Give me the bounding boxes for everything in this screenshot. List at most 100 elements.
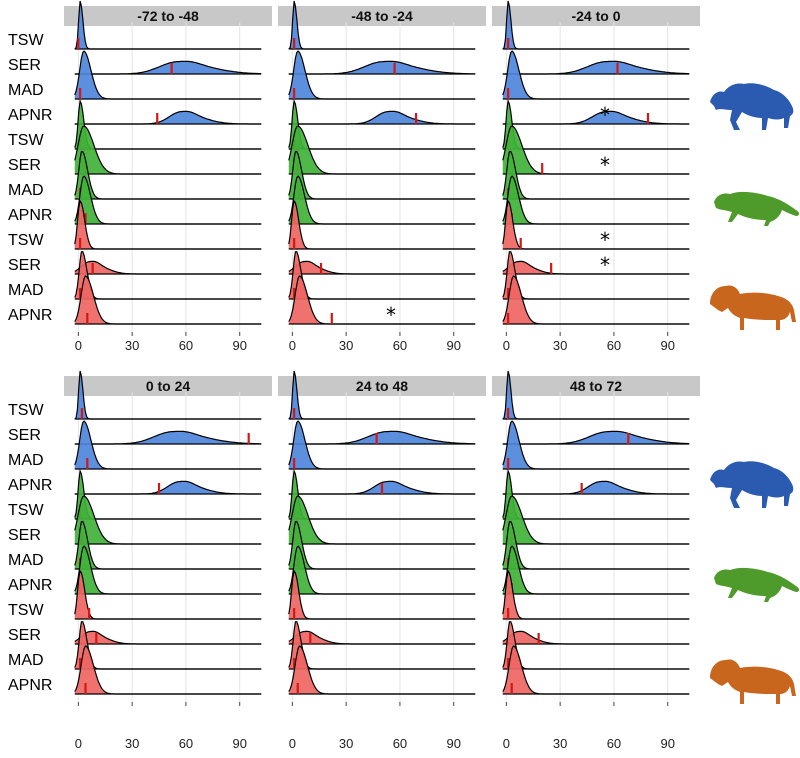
ridge-lion-apnr: * [288,275,476,327]
density-area [288,201,476,249]
density-area [288,276,476,324]
density-curve [74,621,262,670]
ridge-cheetah-ser [74,125,262,175]
ridge-lion-ser [288,260,476,275]
density-curve [502,275,690,325]
x-tick-label: 30 [125,338,139,353]
hyena-silhouette-icon [710,461,794,508]
density-curve [74,520,262,570]
density-area [502,251,690,299]
density-curve [288,175,476,225]
x-tick-label: 90 [446,338,460,353]
density-curve [288,630,476,645]
ridge-cheetah-apnr [74,545,262,595]
density-curve [502,110,690,125]
ridge-lion-mad [74,251,262,300]
density-area [288,176,476,224]
density-area [288,431,476,444]
density-area [288,571,476,619]
ridge-hyena-mad [74,50,262,100]
density-curve [74,370,262,420]
ridge-cheetah-tsw [74,468,262,520]
lion-silhouette-icon [710,285,796,330]
significance-star: * [600,153,610,177]
density-area [502,421,690,469]
significance-star: * [386,303,396,327]
density-curve [502,251,690,300]
density-area [288,251,476,299]
x-tick-label: 30 [339,338,353,353]
facet-panel: -48 to -24 * [278,0,486,336]
row-label-ser: SER [8,57,41,74]
density-curve [74,495,262,545]
density-curve [74,545,262,595]
ridge-hyena-tsw [288,370,476,420]
density-curve [288,495,476,545]
ridge-hyena-tsw [74,370,262,420]
ridge-hyena-ser [74,430,262,445]
density-area [288,631,476,644]
ridge-cheetah-mad [74,520,262,570]
x-tick-label: 90 [446,736,460,751]
density-curve [288,370,476,420]
ridge-cheetah-ser [502,495,690,545]
density-curve [502,260,690,275]
ridge-hyena-apnr: * [502,103,690,127]
density-curve [74,199,262,250]
hyena-silhouette-icon [710,83,794,130]
density-area [74,61,262,74]
density-curve [288,275,476,325]
row-label-apnr: APNR [8,477,52,494]
density-area [502,571,690,619]
ridge-hyena-ser [288,430,476,445]
density-curve [288,645,476,695]
row-label-mad: MAD [8,82,44,99]
ridge-hyena-ser [74,60,262,75]
ridge-lion-tsw [502,569,690,620]
row-label-ser: SER [8,527,41,544]
density-area [288,61,476,74]
density-area [502,521,690,569]
density-curve [74,480,262,495]
row-label-tsw: TSW [8,502,44,519]
density-area [502,621,690,669]
row-label-ser: SER [8,627,41,644]
density-area [288,496,476,544]
x-tick-label: 0 [289,736,296,751]
row-label-ser: SER [8,157,41,174]
facet-panel: 24 to 48 [278,370,486,706]
density-curve [74,0,262,50]
density-area [502,51,690,99]
facet-title: -24 to 0 [571,8,620,24]
density-curve [502,569,690,620]
ridge-lion-tsw: * [502,199,690,252]
density-curve [502,645,690,695]
ridge-lion-mad [288,621,476,670]
density-curve [502,370,690,420]
density-area [74,261,262,274]
x-tick-label: 60 [393,736,407,751]
x-tick-label: 0 [289,338,296,353]
density-curve [288,480,476,495]
density-area [288,101,476,149]
significance-star: * [600,253,610,277]
facet-strip [278,6,486,26]
ridge-hyena-mad [502,420,690,470]
density-curve [74,175,262,225]
density-area [288,151,476,199]
density-curve [502,468,690,520]
ridge-lion-apnr [74,645,262,695]
density-area [74,176,262,224]
ridge-cheetah-apnr [288,175,476,225]
ridge-hyena-apnr [74,480,262,495]
ridge-lion-ser [502,630,690,645]
row-label-mad: MAD [8,182,44,199]
facet-strip [64,376,272,396]
x-tick-label: 0 [75,736,82,751]
ridge-cheetah-mad [288,150,476,200]
ridge-hyena-mad [502,50,690,100]
density-curve [502,150,690,200]
row-label-tsw: TSW [8,232,44,249]
x-tick-label: 60 [179,736,193,751]
